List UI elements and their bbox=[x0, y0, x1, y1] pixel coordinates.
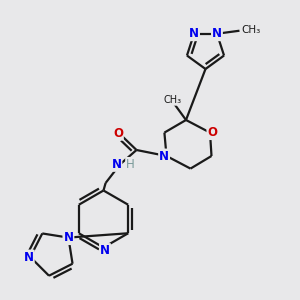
Text: O: O bbox=[113, 127, 123, 140]
Text: N: N bbox=[189, 27, 199, 40]
Text: N: N bbox=[24, 250, 34, 263]
Text: CH₃: CH₃ bbox=[164, 95, 181, 105]
Text: N: N bbox=[212, 27, 222, 40]
Text: CH₃: CH₃ bbox=[241, 25, 260, 35]
Text: N: N bbox=[100, 244, 110, 257]
Text: N: N bbox=[159, 149, 169, 163]
Text: O: O bbox=[207, 126, 218, 139]
Text: H: H bbox=[126, 158, 135, 171]
Text: N: N bbox=[111, 158, 122, 171]
Text: N: N bbox=[63, 231, 74, 244]
